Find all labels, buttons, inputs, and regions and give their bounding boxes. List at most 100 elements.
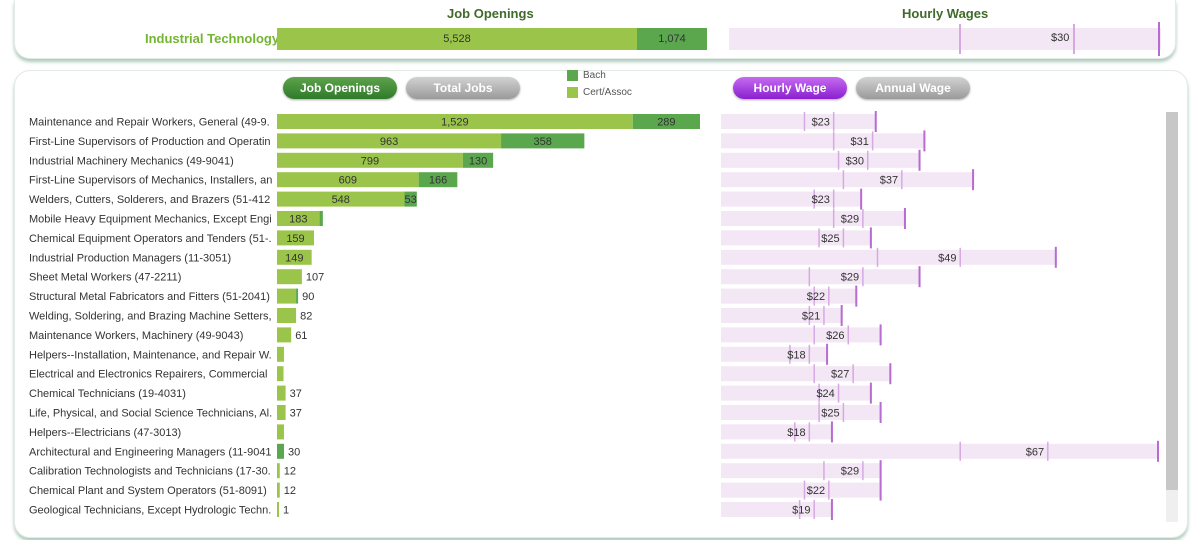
occupation-label[interactable]: Mobile Heavy Equipment Mechanics, Except… (29, 214, 272, 226)
wage-range-bar (721, 211, 906, 226)
wage-high-tick (860, 188, 863, 210)
total-jobs-button[interactable]: Total Jobs (406, 77, 520, 99)
summary-bach-value: 1,074 (658, 33, 686, 45)
wage-high-tick (972, 169, 975, 191)
wage-median-tick (867, 150, 869, 170)
wage-median-tick (828, 286, 830, 306)
legend-cert-label: Cert/Assoc (583, 87, 632, 98)
wage-value-label: $19 (792, 505, 810, 517)
occupation-label[interactable]: Industrial Machinery Mechanics (49-9041) (29, 155, 234, 167)
cert-value-label: 799 (361, 155, 379, 167)
wage-low-tick (813, 325, 815, 345)
occupation-label[interactable]: Architectural and Engineering Managers (… (29, 446, 272, 458)
wage-range-bar (721, 191, 863, 207)
wage-median-tick (837, 383, 840, 403)
bach-bar (418, 172, 458, 188)
occupation-label[interactable]: Geological Technicians, Except Hydrologi… (29, 505, 271, 517)
bach-value-label: 166 (429, 175, 447, 187)
wage-median-tick (832, 189, 835, 209)
hourly-wages-header: Hourly Wages (902, 6, 989, 21)
wage-range-bar (721, 172, 975, 188)
occupation-label[interactable]: Maintenance and Repair Workers, General … (29, 117, 270, 129)
summary-wage-high-tick (1158, 22, 1160, 56)
summary-wage-tick (1073, 24, 1075, 54)
summary-bach-segment: 1,074 (637, 28, 707, 50)
wage-range-bar (721, 463, 882, 479)
occupation-label[interactable]: Electrical and Electronics Repairers, Co… (29, 369, 267, 381)
occupation-label[interactable]: Chemical Equipment Operators and Tenders… (29, 233, 272, 245)
wage-low-tick (818, 403, 820, 422)
occupation-label[interactable]: First-Line Supervisors of Production and… (29, 136, 271, 148)
occupation-label[interactable]: Sheet Metal Workers (47-2211) (29, 272, 181, 284)
wage-high-tick (869, 382, 872, 404)
wage-value-label: $29 (841, 214, 859, 226)
occupation-label[interactable]: Life, Physical, and Social Science Techn… (29, 408, 272, 420)
occupation-label[interactable]: Welding, Soldering, and Brazing Machine … (29, 311, 272, 323)
wage-value-label: $22 (807, 485, 825, 497)
wage-low-tick (818, 228, 820, 248)
wage-median-tick (813, 500, 815, 519)
hourly-wage-button[interactable]: Hourly Wage (733, 77, 847, 99)
wage-low-tick (842, 170, 845, 190)
wage-high-tick (879, 402, 882, 423)
bach-value-label: 53 (405, 194, 417, 206)
wage-value-label: $18 (787, 349, 805, 361)
job-openings-header: Job Openings (447, 6, 534, 21)
wage-low-tick (959, 441, 961, 461)
occupations-card (14, 70, 1188, 538)
occupation-label[interactable]: Chemical Plant and System Operators (51-… (29, 485, 267, 497)
bach-value-label: 130 (469, 155, 487, 167)
wage-high-tick (889, 363, 892, 385)
summary-wage-low-tick (959, 24, 961, 54)
bach-value-label: 289 (657, 117, 675, 129)
wage-median-tick (828, 480, 830, 500)
occupation-label[interactable]: Helpers--Installation, Maintenance, and … (29, 349, 272, 361)
cert-value-label: 12 (284, 485, 296, 497)
wage-median-tick (842, 403, 845, 422)
wage-median-tick (832, 112, 835, 131)
wage-range-bar (721, 230, 872, 246)
wage-value-label: $67 (1026, 446, 1044, 458)
wage-low-tick (794, 422, 796, 442)
occupation-label[interactable]: Welders, Cutters, Solderers, and Brazers… (29, 194, 270, 206)
wage-high-tick (1054, 246, 1057, 268)
occupation-label[interactable]: Structural Metal Fabricators and Fitters… (29, 291, 270, 303)
occupation-label[interactable]: Helpers--Electricians (47-3013) (29, 427, 181, 439)
cert-bar (277, 152, 463, 168)
annual-wage-button[interactable]: Annual Wage (856, 77, 970, 99)
occupation-label[interactable]: Calibration Technologists and Technician… (29, 466, 271, 478)
cert-bar (277, 308, 297, 323)
cert-bar (277, 385, 286, 401)
cert-value-label: 37 (290, 408, 302, 420)
wage-low-tick (876, 247, 879, 267)
wage-range-bar (721, 443, 1159, 459)
wage-value-label: $26 (826, 330, 844, 342)
cert-value-label: 149 (285, 252, 303, 264)
wage-median-tick (823, 306, 825, 325)
summary-program-label: Industrial Technology (145, 31, 280, 46)
wage-value-label: $22 (807, 291, 825, 303)
occupation-label[interactable]: First-Line Supervisors of Mechanics, Ins… (29, 175, 272, 187)
occupation-label[interactable]: Industrial Production Managers (11-3051) (29, 252, 231, 264)
scrollbar-thumb[interactable] (1166, 112, 1178, 490)
occupation-label[interactable]: Maintenance Workers, Machinery (49-9043) (29, 330, 243, 342)
cert-value-label: 90 (302, 291, 314, 303)
wage-range-bar (721, 327, 882, 343)
wage-high-tick (826, 343, 829, 365)
summary-openings-bar: 5,528 1,074 (277, 28, 707, 50)
bach-bar (319, 211, 323, 226)
wage-median-tick (847, 325, 850, 345)
wage-high-tick (830, 421, 833, 443)
wage-median-tick (852, 364, 854, 384)
wage-low-tick (818, 383, 820, 403)
wage-value-label: $27 (831, 369, 849, 381)
cert-bar (277, 502, 279, 517)
wage-range-bar (721, 346, 829, 362)
wage-low-tick (798, 500, 801, 519)
job-openings-button[interactable]: Job Openings (283, 77, 397, 99)
bach-bar (501, 133, 585, 149)
wage-value-label: $49 (938, 252, 956, 264)
cert-value-label: 37 (290, 388, 302, 400)
occupation-label[interactable]: Chemical Technicians (19-4031) (29, 388, 186, 400)
